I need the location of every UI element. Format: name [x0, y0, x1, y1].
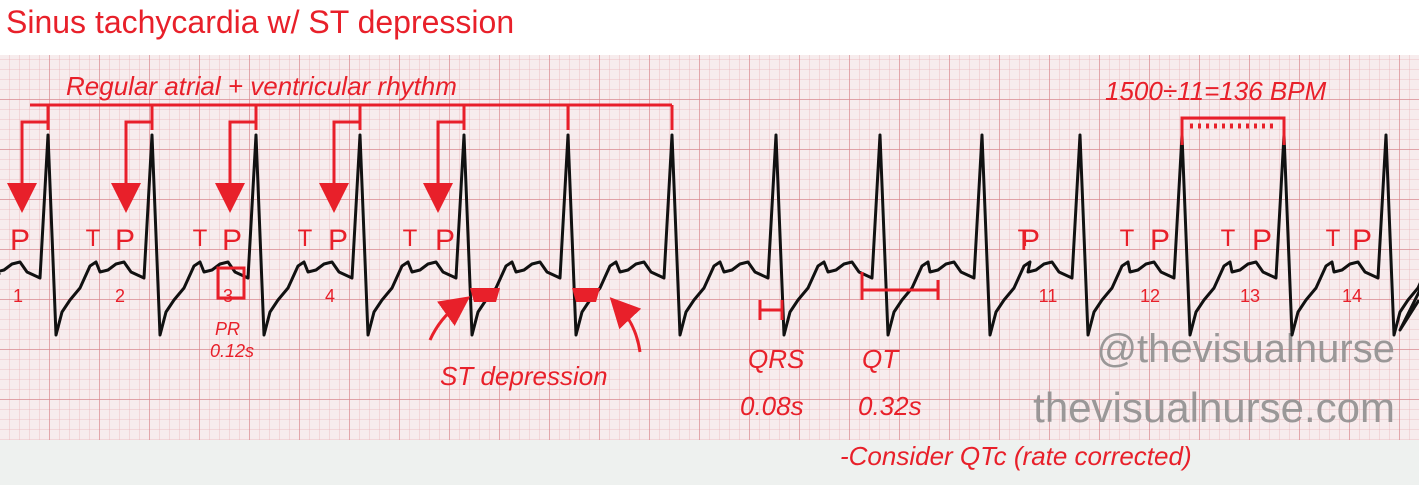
p-label: P: [1252, 224, 1272, 257]
p-label: P: [10, 224, 30, 257]
st-arrow: [428, 296, 471, 341]
beat-number: 13: [1240, 286, 1260, 306]
p-label: P: [328, 224, 348, 257]
p-label: P: [1150, 224, 1170, 257]
st-note: ST depression: [440, 361, 608, 391]
qt-value: 0.32s: [858, 391, 922, 421]
title: Sinus tachycardia w/ ST depression: [6, 4, 514, 40]
rate-note: 1500÷11=136 BPM: [1105, 76, 1327, 106]
t-label: T: [1326, 225, 1341, 252]
watermark-handle: @thevisualnurse: [1096, 327, 1395, 371]
p-arrow: [319, 120, 360, 213]
st-arrow: [609, 297, 642, 353]
pr-label: PR: [215, 319, 240, 339]
paper-strip: [0, 440, 1419, 485]
p-arrow: [215, 120, 256, 213]
t-label: T: [1018, 225, 1033, 252]
p-label: P: [435, 224, 455, 257]
beat-number: 14: [1342, 286, 1362, 306]
p-label: P: [1352, 224, 1372, 257]
p-label: P: [222, 224, 242, 257]
st-fill: [470, 288, 500, 302]
qt-label: QT: [862, 344, 900, 374]
t-label: T: [403, 225, 418, 252]
qrs-label: QRS: [748, 344, 805, 374]
beat-number: 4: [325, 286, 335, 306]
st-fill: [572, 288, 600, 302]
beat-number: 12: [1140, 286, 1160, 306]
beat-number: 3: [223, 286, 233, 306]
t-label: T: [298, 225, 313, 252]
watermark-site: thevisualnurse.com: [1033, 384, 1395, 431]
p-label: P: [1020, 224, 1040, 257]
qrs-mark: [758, 300, 784, 320]
p-arrow: [111, 120, 152, 213]
p-label: P: [115, 224, 135, 257]
p-arrow: [423, 120, 464, 213]
rate-box: [1180, 116, 1286, 145]
t-label: T: [193, 225, 208, 252]
pr-box: [216, 266, 246, 300]
pr-value: 0.12s: [210, 341, 254, 361]
beat-number: 11: [1039, 286, 1058, 306]
beat-number: 1: [13, 286, 23, 306]
grid: [0, 55, 1419, 440]
t-label: T: [1221, 225, 1236, 252]
rhythm-note: Regular atrial + ventricular rhythm: [66, 71, 457, 101]
qtc-note: -Consider QTc (rate corrected): [840, 441, 1192, 471]
t-label: T: [1120, 225, 1135, 252]
t-label: T: [86, 225, 101, 252]
qt-mark: [860, 272, 940, 300]
p-arrow: [7, 120, 48, 213]
qrs-value: 0.08s: [740, 391, 804, 421]
beat-number: 2: [115, 286, 125, 306]
